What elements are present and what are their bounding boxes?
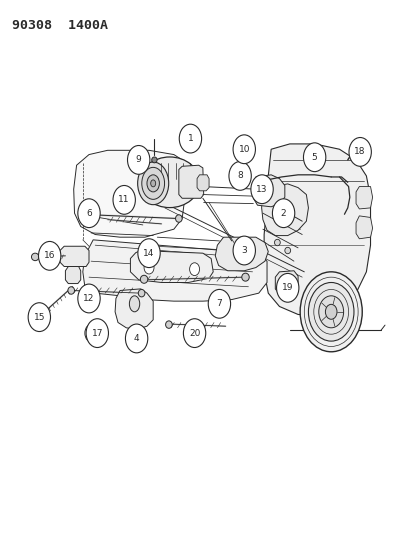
Text: 7: 7 — [216, 300, 222, 308]
Text: 10: 10 — [238, 145, 249, 154]
Circle shape — [113, 185, 135, 214]
Circle shape — [31, 310, 44, 327]
Circle shape — [28, 303, 50, 332]
Ellipse shape — [138, 289, 145, 297]
Circle shape — [233, 236, 255, 265]
Polygon shape — [74, 150, 184, 237]
Ellipse shape — [31, 253, 39, 261]
Ellipse shape — [129, 296, 140, 312]
Circle shape — [127, 146, 150, 174]
Ellipse shape — [150, 180, 155, 187]
Polygon shape — [355, 187, 372, 209]
Circle shape — [228, 161, 251, 190]
Circle shape — [276, 273, 298, 302]
Circle shape — [308, 282, 353, 341]
Circle shape — [78, 284, 100, 313]
Polygon shape — [65, 266, 81, 284]
Polygon shape — [178, 165, 203, 198]
Ellipse shape — [147, 175, 159, 192]
Polygon shape — [261, 184, 308, 236]
Text: 9: 9 — [135, 156, 141, 164]
Text: 17: 17 — [91, 329, 103, 337]
Circle shape — [318, 296, 343, 328]
Ellipse shape — [141, 167, 164, 199]
Text: 13: 13 — [256, 185, 267, 193]
Text: 3: 3 — [241, 246, 247, 255]
Text: 1: 1 — [187, 134, 193, 143]
Ellipse shape — [140, 157, 199, 207]
Text: 11: 11 — [118, 196, 130, 204]
Circle shape — [38, 241, 61, 270]
Circle shape — [183, 319, 205, 348]
Text: 6: 6 — [86, 209, 92, 217]
Circle shape — [272, 199, 294, 228]
Text: 2: 2 — [280, 209, 286, 217]
Polygon shape — [83, 240, 266, 301]
Ellipse shape — [254, 190, 259, 196]
Polygon shape — [60, 246, 89, 266]
Text: 19: 19 — [281, 284, 293, 292]
Polygon shape — [263, 144, 370, 316]
Ellipse shape — [137, 162, 169, 205]
Polygon shape — [197, 175, 209, 191]
Circle shape — [144, 261, 154, 274]
Circle shape — [348, 138, 370, 166]
Ellipse shape — [140, 276, 147, 284]
Circle shape — [138, 239, 160, 268]
Text: 20: 20 — [188, 329, 200, 337]
Circle shape — [179, 124, 201, 153]
Ellipse shape — [244, 154, 249, 159]
Text: 16: 16 — [44, 252, 55, 260]
Circle shape — [78, 199, 100, 228]
Circle shape — [85, 324, 99, 342]
Text: 5: 5 — [311, 153, 317, 161]
Ellipse shape — [241, 273, 249, 281]
Circle shape — [250, 175, 273, 204]
Text: 8: 8 — [237, 172, 242, 180]
Ellipse shape — [234, 177, 238, 183]
Polygon shape — [275, 271, 297, 294]
Circle shape — [208, 289, 230, 318]
Ellipse shape — [175, 215, 182, 222]
Circle shape — [233, 135, 255, 164]
Circle shape — [299, 272, 361, 352]
Text: 14: 14 — [143, 249, 154, 257]
Ellipse shape — [284, 247, 290, 254]
Circle shape — [189, 263, 199, 276]
Text: 90308  1400A: 90308 1400A — [12, 19, 108, 31]
Text: 15: 15 — [33, 313, 45, 321]
Ellipse shape — [351, 144, 356, 154]
Circle shape — [125, 324, 147, 353]
Circle shape — [86, 319, 108, 348]
Polygon shape — [252, 175, 284, 207]
Ellipse shape — [151, 157, 157, 163]
Polygon shape — [115, 289, 153, 329]
Polygon shape — [355, 216, 372, 239]
Text: 4: 4 — [133, 334, 139, 343]
Polygon shape — [130, 251, 213, 282]
Circle shape — [303, 143, 325, 172]
Ellipse shape — [165, 321, 172, 328]
Polygon shape — [215, 237, 268, 271]
Text: 18: 18 — [354, 148, 365, 156]
Circle shape — [34, 314, 40, 322]
Ellipse shape — [274, 239, 280, 246]
Circle shape — [325, 304, 336, 319]
Text: 12: 12 — [83, 294, 95, 303]
Circle shape — [88, 329, 95, 337]
Ellipse shape — [68, 287, 74, 294]
